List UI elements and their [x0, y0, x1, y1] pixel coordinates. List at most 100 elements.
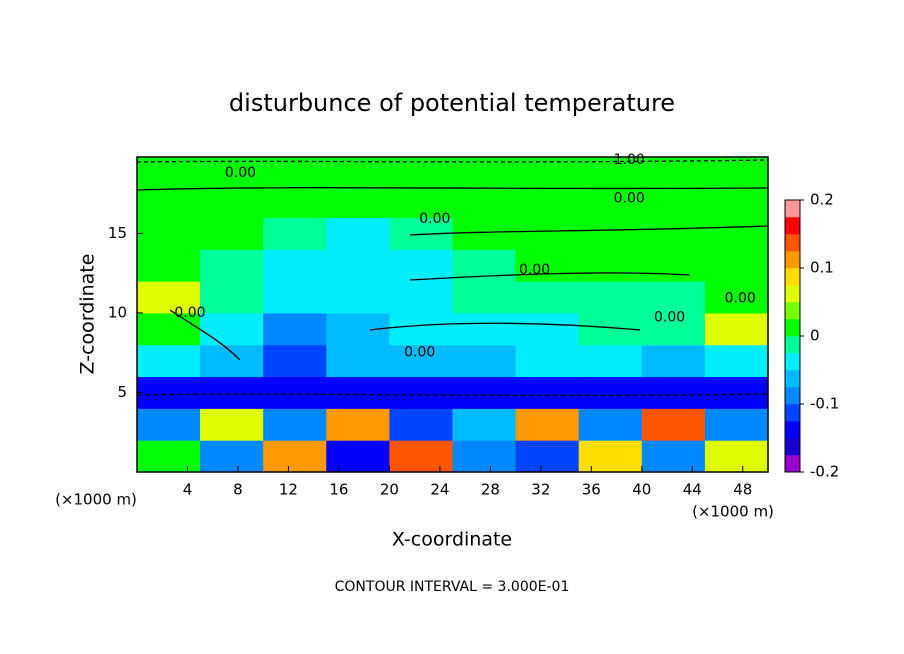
field-cell — [515, 376, 580, 409]
x-tick-label: 20 — [380, 481, 399, 499]
x-tick-label: 44 — [683, 481, 702, 499]
field-cell — [704, 408, 769, 441]
field-cell — [515, 157, 580, 187]
field-cell — [452, 408, 517, 441]
colorbar-swatch — [785, 404, 800, 422]
contour-label: 0.00 — [654, 310, 685, 326]
field-cell — [452, 281, 517, 314]
colorbar-swatch — [785, 336, 800, 354]
contour-line — [409, 272, 691, 281]
field-cell — [704, 376, 769, 409]
x-tick-label: 24 — [430, 481, 449, 499]
contour-line — [369, 322, 641, 331]
colorbar-tick-label: 0 — [810, 327, 820, 345]
field-cell — [263, 408, 327, 441]
colorbar-tick-label: 0.2 — [810, 191, 834, 209]
field-cell — [452, 312, 517, 346]
field-cell — [200, 185, 264, 218]
field-cell — [704, 344, 769, 378]
x-tick-label: 40 — [632, 481, 651, 499]
contour-line — [136, 159, 769, 163]
field-cell — [704, 312, 769, 346]
x-tick-label: 4 — [183, 481, 193, 499]
field-cell — [578, 344, 643, 378]
contour-line — [169, 309, 241, 361]
x-tick-label: 12 — [279, 481, 298, 499]
field-cell — [515, 281, 580, 314]
colorbar-swatch — [785, 234, 800, 252]
field-cell — [326, 281, 390, 314]
field-cell — [704, 217, 769, 250]
x-tick-label: 32 — [531, 481, 550, 499]
field-cell — [389, 376, 453, 409]
contour-line — [409, 225, 769, 236]
field-cell — [704, 185, 769, 218]
contour-label: 0.00 — [614, 190, 645, 206]
x-tick-label: 8 — [233, 481, 243, 499]
field-cell — [200, 217, 264, 250]
field-cell — [578, 157, 643, 187]
field-cell — [578, 408, 643, 441]
colorbar-tick-label: -0.2 — [810, 463, 839, 481]
field-cell — [641, 312, 706, 346]
field-cell — [200, 344, 264, 378]
x-unit-label: (×1000 m) — [692, 503, 774, 521]
y-tick-label: 10 — [108, 303, 127, 321]
field-cell — [389, 157, 453, 187]
colorbar-swatch — [785, 387, 800, 405]
field-cell — [641, 344, 706, 378]
field-cell — [137, 440, 201, 473]
field-cell — [326, 249, 390, 282]
contour-label: 0.00 — [419, 211, 450, 227]
contour-label: 1.00 — [614, 152, 645, 168]
x-tick-label: 48 — [733, 481, 752, 499]
x-tick-label: 28 — [481, 481, 500, 499]
field-cell — [389, 440, 453, 473]
field-cell — [704, 249, 769, 282]
x-axis-label: X-coordinate — [392, 529, 512, 551]
field-cell — [389, 281, 453, 314]
field-cell — [326, 408, 390, 441]
field-cell — [200, 281, 264, 314]
y-tick-label: 5 — [117, 383, 127, 401]
field-cell — [641, 281, 706, 314]
field-cell — [389, 408, 453, 441]
field-cell — [641, 157, 706, 187]
colorbar-swatch — [785, 251, 800, 269]
colorbar-swatch — [785, 217, 800, 235]
field-cell — [137, 185, 201, 218]
field-cell — [641, 376, 706, 409]
footer: CONTOUR INTERVAL = 3.000E-01 — [335, 579, 570, 595]
colorbar-swatch — [785, 319, 800, 337]
field-cell — [263, 217, 327, 250]
field-cell — [200, 440, 264, 473]
field-cell — [137, 312, 201, 346]
field-cell — [641, 440, 706, 473]
contours — [136, 159, 769, 397]
field-cell — [641, 185, 706, 218]
field-cell — [641, 217, 706, 250]
colorbar-swatch — [785, 285, 800, 303]
field-cell — [452, 217, 517, 250]
field-cell — [515, 185, 580, 218]
field-cell — [326, 344, 390, 378]
colorbar-swatch — [785, 421, 800, 439]
field-cell — [263, 440, 327, 473]
contour-label: 0.00 — [519, 262, 550, 278]
field-cell — [263, 344, 327, 378]
field-cell — [452, 376, 517, 409]
x-tick-label: 36 — [582, 481, 601, 499]
field-cell — [137, 408, 201, 441]
colorbar-swatch — [785, 302, 800, 320]
field-cell — [704, 157, 769, 187]
colorbar-swatch — [785, 200, 800, 218]
contour-label: 0.00 — [174, 305, 205, 321]
field-cell — [389, 185, 453, 218]
field-cell — [137, 281, 201, 314]
contour-label: 0.00 — [225, 165, 256, 181]
contour-label: 0.00 — [725, 291, 756, 307]
field-cell — [515, 217, 580, 250]
colorbar-swatch — [785, 370, 800, 388]
chart-title: disturbunce of potential temperature — [229, 89, 675, 117]
